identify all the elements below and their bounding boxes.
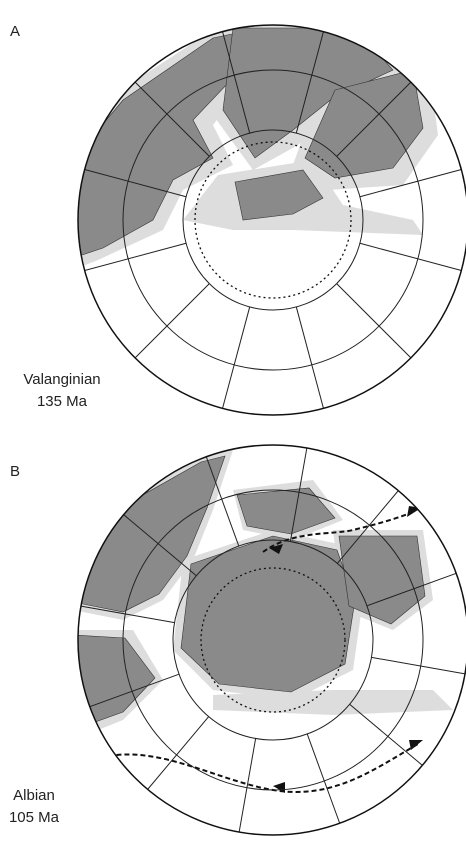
- figure: A Valanginian 135 Ma B Albian 105 Ma: [0, 0, 466, 850]
- polar-map: [73, 445, 466, 835]
- stage-name: Valanginian: [23, 371, 100, 388]
- meridian: [337, 284, 411, 358]
- meridian: [360, 243, 461, 270]
- polar-map: [73, 24, 466, 415]
- stage-name: Albian: [13, 787, 55, 804]
- meridian: [223, 307, 250, 408]
- meridian: [148, 717, 209, 790]
- meridian: [296, 307, 323, 408]
- panel-label: A: [10, 23, 20, 40]
- panel-label: B: [10, 463, 20, 480]
- stage-age: 135 Ma: [37, 393, 88, 410]
- stage-age: 105 Ma: [9, 809, 60, 826]
- meridian: [371, 657, 465, 673]
- meridian: [350, 704, 423, 765]
- meridian: [135, 284, 209, 358]
- meridian: [307, 734, 339, 823]
